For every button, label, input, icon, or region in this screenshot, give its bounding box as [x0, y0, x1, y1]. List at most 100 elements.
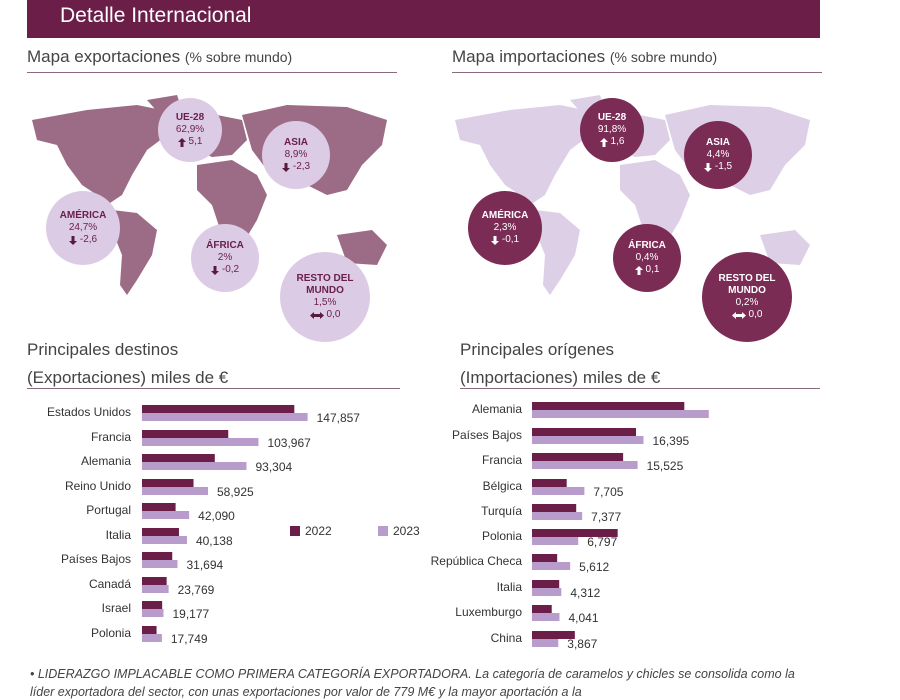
- value-label: 4,312: [570, 586, 600, 600]
- map-title: Mapa importaciones (% sobre mundo): [452, 47, 717, 67]
- region-bubble: RESTO DEL MUNDO 1,5% 0,0: [280, 252, 370, 342]
- category-label: Canadá: [89, 577, 131, 591]
- bar: [142, 609, 164, 617]
- region-name: ASIA: [284, 137, 308, 148]
- trend-arrow: [177, 137, 186, 147]
- value-label: 31,694: [186, 558, 223, 572]
- category-label: Polonia: [91, 626, 131, 640]
- map-subtitle: (% sobre mundo): [609, 49, 718, 65]
- bar: [532, 605, 552, 613]
- region-name: RESTO DEL MUNDO: [296, 273, 354, 296]
- legend-label: 2023: [393, 524, 420, 538]
- change-value: -2,6: [79, 234, 98, 245]
- value-label: 42,090: [198, 509, 235, 523]
- trend-arrow: [599, 137, 608, 147]
- change-value: 0,0: [326, 309, 341, 320]
- region-bubble: ASIA 4,4% -1,5: [684, 121, 752, 189]
- legend-swatch: [290, 526, 300, 536]
- bar: [142, 405, 295, 413]
- map-title-text: Mapa exportaciones: [27, 47, 181, 66]
- bar: [532, 504, 577, 512]
- rule: [452, 72, 822, 73]
- value-label: 16,395: [652, 434, 689, 448]
- bar: [532, 410, 709, 418]
- change-value: 0,0: [748, 309, 763, 320]
- rule: [27, 72, 397, 73]
- rule: [27, 388, 400, 389]
- bar: [532, 580, 560, 588]
- category-label: Francia: [91, 430, 131, 444]
- bar: [142, 454, 215, 462]
- chart-subtitle: (Exportaciones) miles de €: [27, 368, 229, 387]
- category-label: Luxemburgo: [455, 605, 522, 619]
- map-title: Mapa exportaciones (% sobre mundo): [27, 47, 292, 67]
- chart-title-text: Principales destinos: [27, 340, 179, 359]
- category-label: Italia: [106, 528, 132, 542]
- value-label: 6,797: [587, 535, 617, 549]
- region-share: 8,9%: [284, 149, 308, 160]
- bar: [532, 639, 559, 647]
- notes: • LIDERAZGO IMPLACABLE COMO PRIMERA CATE…: [30, 667, 795, 699]
- region-share: 2,3%: [493, 222, 517, 233]
- category-label: China: [491, 631, 523, 645]
- region-bubble: AMÉRICA 2,3% -0,1: [468, 191, 542, 265]
- region-name: ASIA: [706, 137, 730, 148]
- chart-title: Principales destinos (Exportaciones) mile…: [27, 336, 228, 392]
- region-bubble: AMÉRICA 24,7% -2,6: [46, 191, 120, 265]
- bar: [142, 577, 167, 585]
- category-label: Alemania: [472, 402, 522, 416]
- region-name: ÁFRICA: [206, 240, 244, 251]
- region-share: 1,5%: [313, 297, 337, 308]
- trend-arrow: [731, 311, 746, 319]
- region-share: 0,2%: [735, 297, 759, 308]
- region-name: RESTO DEL MUNDO: [718, 273, 776, 296]
- bar: [532, 562, 571, 570]
- bar: [532, 512, 583, 520]
- rule: [460, 388, 820, 389]
- trend-arrow: [68, 235, 77, 245]
- bar: [532, 613, 560, 621]
- bar: [142, 536, 187, 544]
- note-text: La categoría de caramelos y chicles se c…: [30, 667, 795, 699]
- region-change: 5,1: [177, 136, 203, 148]
- region-share: 0,4%: [635, 252, 659, 263]
- value-label: 147,857: [317, 411, 361, 425]
- change-value: 5,1: [188, 136, 203, 147]
- category-label: Alemania: [81, 454, 131, 468]
- region-name: UE-28: [175, 112, 205, 123]
- region-share: 91,8%: [597, 124, 627, 135]
- region-change: -2,6: [68, 234, 98, 246]
- bar: [142, 560, 178, 568]
- value-label: 4,041: [568, 611, 598, 625]
- category-label: Francia: [482, 453, 522, 467]
- value-label: 19,177: [172, 607, 209, 621]
- category-label: Países Bajos: [452, 428, 522, 442]
- value-label: 7,377: [591, 510, 621, 524]
- change-value: -0,1: [501, 234, 520, 245]
- bar: [142, 552, 173, 560]
- category-label: Turquía: [481, 504, 522, 518]
- change-value: 0,1: [645, 264, 660, 275]
- bar: [532, 487, 585, 495]
- region-name: AMÉRICA: [481, 210, 529, 221]
- trend-arrow: [634, 265, 643, 275]
- region-change: 0,0: [731, 309, 763, 321]
- value-label: 17,749: [171, 632, 208, 646]
- region-name: AMÉRICA: [59, 210, 107, 221]
- region-change: -0,2: [210, 264, 239, 276]
- value-label: 40,138: [196, 534, 233, 548]
- value-label: 23,769: [178, 583, 215, 597]
- legend-label: 2022: [305, 524, 332, 538]
- trend-arrow: [281, 162, 290, 172]
- bar: [142, 413, 308, 421]
- category-label: Portugal: [86, 503, 131, 517]
- region-change: -0,1: [490, 234, 520, 246]
- chart-title: Principales orígenes (Importaciones) mile…: [460, 336, 660, 392]
- value-label: 93,304: [256, 460, 293, 474]
- region-bubble: UE-28 91,8% 1,6: [580, 98, 644, 162]
- change-value: 1,6: [610, 136, 625, 147]
- header-bar: Detalle Internacional: [27, 0, 820, 38]
- region-change: -1,5: [703, 161, 732, 173]
